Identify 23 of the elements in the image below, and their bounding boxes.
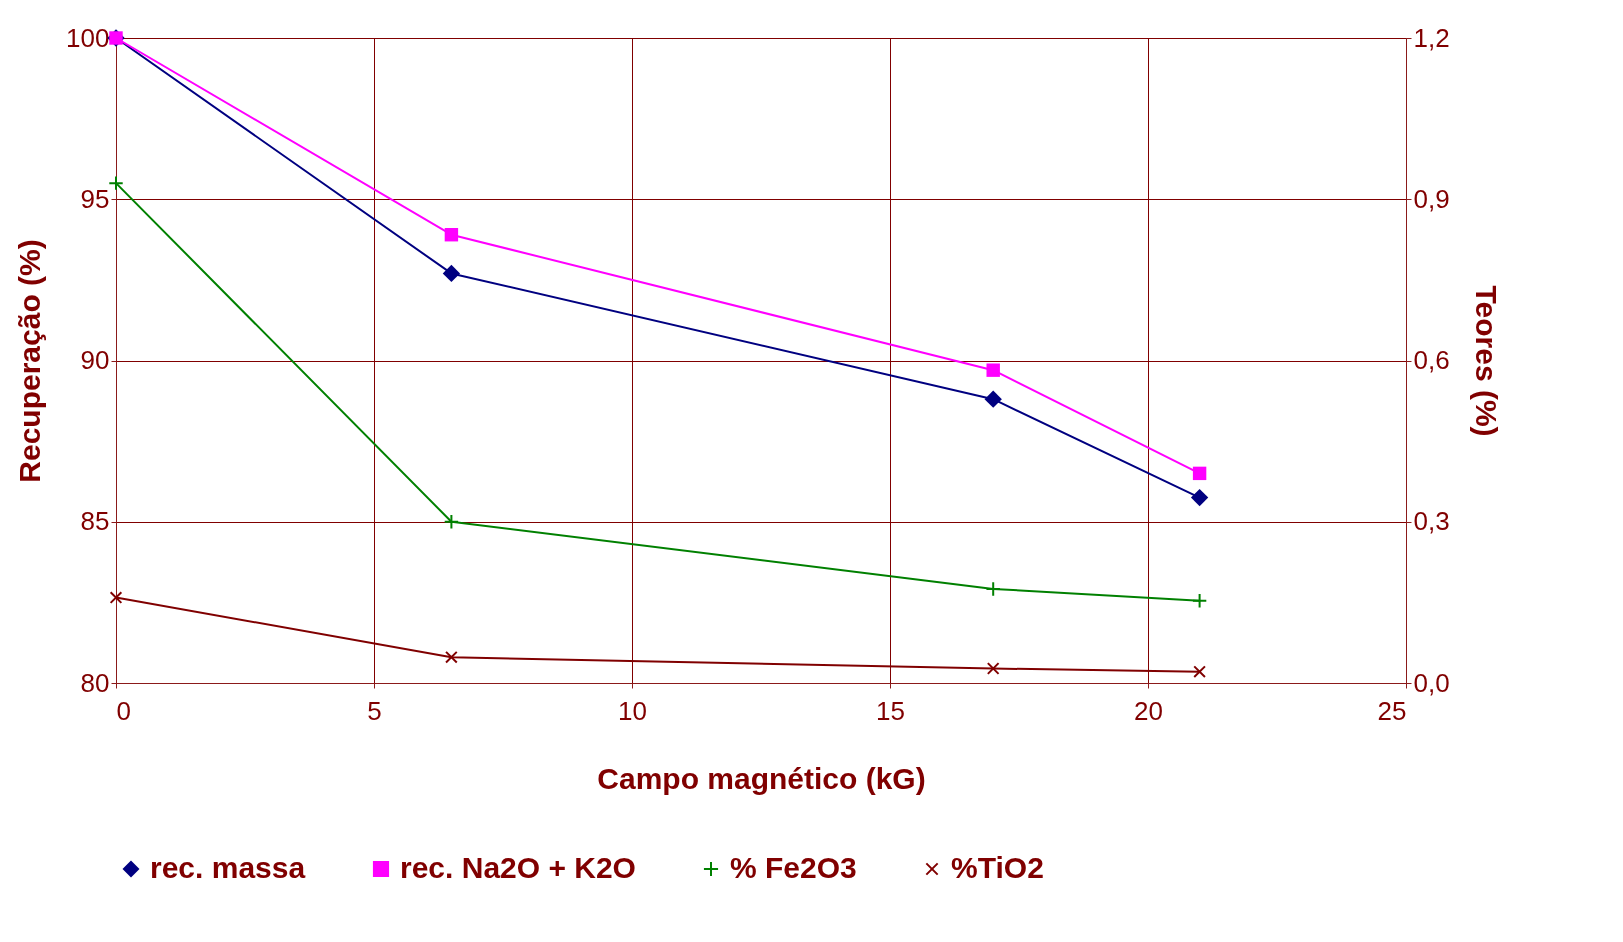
y-tick-label: 80: [80, 667, 110, 698]
y2-tick-label: 0,0: [1413, 667, 1450, 698]
x-tick-label: 20: [1134, 695, 1163, 726]
legend-label: %TiO2: [951, 851, 1044, 884]
x-tick-label: 15: [876, 695, 905, 726]
y-tick-label: 85: [80, 506, 110, 537]
y2-axis-title: Teores (%): [1469, 285, 1503, 437]
y-tick-label: 100: [66, 22, 110, 53]
y2-tick-label: 1,2: [1413, 22, 1450, 53]
y-tick-label: 95: [80, 183, 110, 214]
y-axis-title: Recuperação (%): [13, 239, 47, 483]
legend-label: % Fe2O3: [730, 851, 857, 884]
y2-tick-label: 0,6: [1413, 345, 1450, 375]
y-tick-label: 90: [80, 345, 110, 375]
x-tick-label: 5: [367, 695, 382, 726]
x-tick-label: 25: [1377, 695, 1407, 726]
legend-label: rec. massa: [150, 851, 306, 884]
x-tick-label: 0: [116, 695, 131, 726]
x-tick-label: 10: [618, 695, 647, 726]
legend-label: rec. Na2O + K2O: [400, 851, 636, 884]
y2-tick-label: 0,9: [1413, 183, 1450, 214]
y2-tick-label: 0,3: [1413, 506, 1450, 537]
x-axis-title: Campo magnético (kG): [597, 761, 926, 795]
